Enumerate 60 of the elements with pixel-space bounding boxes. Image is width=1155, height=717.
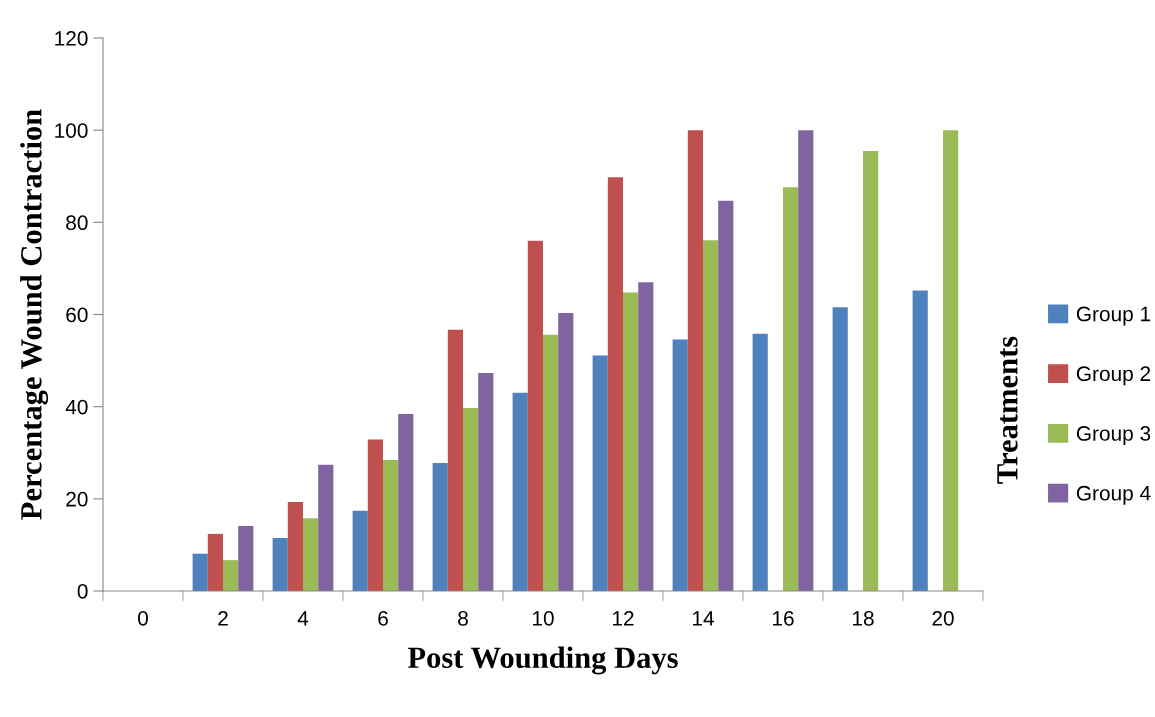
bar — [638, 282, 654, 591]
y-tick-label: 100 — [55, 123, 88, 138]
legend-label: Group 3 — [1076, 426, 1151, 445]
bar — [718, 200, 734, 591]
legend-label: Group 2 — [1076, 366, 1151, 386]
x-tick-label: 0 — [138, 610, 148, 626]
bar — [383, 460, 399, 591]
bar — [687, 130, 703, 591]
y-tick-label: 20 — [66, 491, 88, 507]
x-tick-label: 10 — [533, 610, 554, 626]
bar — [943, 130, 959, 591]
x-axis-title: Post Wounding Days — [407, 646, 678, 675]
x-tick-label: 8 — [458, 610, 468, 626]
x-tick-label: 4 — [297, 611, 309, 626]
bar — [592, 355, 608, 591]
legend-label: Group 4 — [1076, 485, 1151, 505]
bar — [558, 313, 574, 591]
x-tick-label: 16 — [773, 610, 794, 626]
x-tick-label: 14 — [693, 611, 714, 626]
bar — [527, 240, 543, 591]
bar — [703, 240, 719, 591]
y-tick-label: 0 — [77, 584, 88, 599]
bar — [287, 502, 303, 591]
bar — [303, 518, 319, 591]
y-tick-label: 40 — [65, 399, 88, 415]
y-tick-label: 120 — [55, 31, 88, 46]
x-tick-label: 20 — [932, 610, 954, 626]
bar — [398, 414, 414, 591]
bar — [432, 462, 448, 591]
bar — [798, 130, 814, 591]
bar — [512, 392, 528, 591]
bar — [352, 510, 368, 591]
x-tick-label: 18 — [853, 610, 874, 626]
bar — [783, 187, 799, 591]
bar — [223, 560, 239, 591]
bar — [607, 177, 623, 591]
bar — [207, 533, 223, 591]
legend-label: Group 1 — [1076, 306, 1151, 326]
bar — [478, 373, 494, 591]
bar — [623, 292, 639, 591]
bar — [367, 439, 383, 591]
x-tick-label: 6 — [378, 610, 388, 626]
bar — [318, 464, 334, 591]
bar — [238, 526, 254, 591]
x-tick-label: 2 — [218, 610, 228, 626]
x-tick-label: 12 — [613, 610, 634, 626]
bar — [752, 333, 768, 591]
bar — [912, 290, 928, 591]
legend-title: Treatments — [997, 336, 1018, 484]
bar — [832, 307, 848, 591]
bar — [463, 408, 479, 591]
bar — [863, 150, 879, 591]
bar — [447, 329, 463, 591]
bar — [543, 334, 559, 591]
bar — [192, 553, 208, 591]
bar — [672, 339, 688, 591]
bar — [272, 538, 288, 591]
y-tick-label: 60 — [66, 307, 88, 323]
y-axis-title: Percentage Wound Contraction — [20, 109, 49, 520]
y-tick-label: 80 — [66, 215, 88, 231]
